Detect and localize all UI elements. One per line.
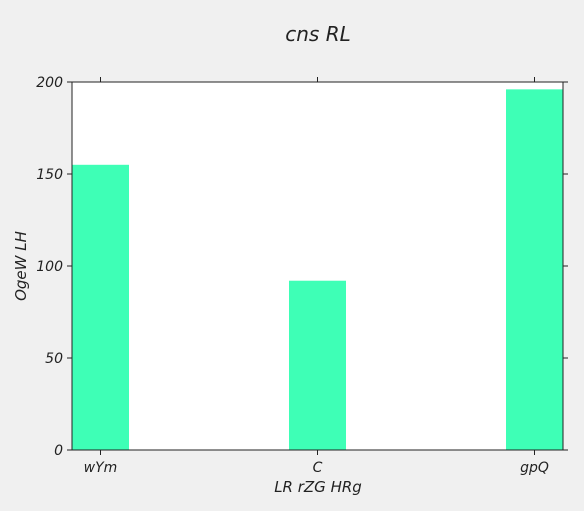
x-tick-label-gpQ: gpQ (520, 460, 549, 476)
y-tick-label-150: 150 (36, 167, 63, 183)
bars-layer (72, 89, 563, 451)
y-tick-label-0: 0 (54, 443, 63, 459)
y-tick-label-50: 50 (45, 351, 63, 367)
x-tick-label-C: C (313, 460, 323, 476)
bar-wYm (72, 164, 129, 451)
bar-gpQ (506, 89, 563, 451)
y-tick-label-200: 200 (36, 75, 63, 91)
bar-C (289, 280, 346, 450)
x-axis-label: LR rZG HRg (274, 478, 362, 496)
plot-frame (71, 81, 564, 451)
y-axis-label: OgeW LH (12, 231, 30, 301)
chart-title: cns RL (285, 22, 351, 46)
y-tick-label-100: 100 (36, 259, 63, 275)
y-axis: 0 50 100 150 200 (36, 75, 568, 459)
x-tick-label-wYm: wYm (84, 460, 118, 476)
